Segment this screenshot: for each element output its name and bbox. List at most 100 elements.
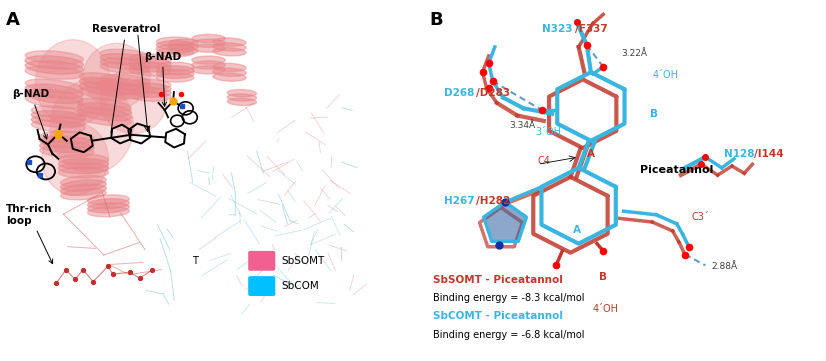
Ellipse shape [192, 44, 225, 52]
Ellipse shape [31, 110, 85, 123]
Ellipse shape [227, 94, 257, 101]
Text: B: B [430, 11, 443, 29]
Ellipse shape [192, 56, 225, 64]
Ellipse shape [169, 48, 198, 55]
Text: 3.22Å: 3.22Å [622, 49, 648, 58]
Ellipse shape [79, 77, 129, 91]
Ellipse shape [213, 68, 246, 76]
Ellipse shape [25, 51, 83, 64]
Ellipse shape [26, 79, 83, 93]
Ellipse shape [31, 120, 85, 132]
Text: Binding energy = -8.3 kcal/mol: Binding energy = -8.3 kcal/mol [434, 293, 585, 304]
Ellipse shape [100, 53, 150, 65]
Ellipse shape [88, 207, 130, 217]
Text: β-NAD: β-NAD [12, 90, 50, 139]
Ellipse shape [156, 44, 194, 53]
Text: SbSOMT - Piceatannol: SbSOMT - Piceatannol [434, 275, 563, 286]
Ellipse shape [213, 73, 246, 81]
Text: 4´OH: 4´OH [593, 304, 619, 314]
Ellipse shape [60, 188, 107, 200]
Ellipse shape [59, 167, 108, 178]
Text: β-NAD: β-NAD [144, 52, 181, 106]
Ellipse shape [156, 48, 194, 57]
Text: /I144: /I144 [754, 149, 784, 159]
Text: A: A [572, 225, 581, 235]
Text: /F337: /F337 [575, 25, 607, 35]
Ellipse shape [156, 73, 194, 82]
Text: SbCOMT - Piceatannol: SbCOMT - Piceatannol [434, 312, 563, 322]
Ellipse shape [169, 39, 198, 46]
Ellipse shape [26, 89, 83, 104]
Ellipse shape [59, 163, 108, 174]
Text: B: B [599, 272, 607, 282]
Ellipse shape [88, 199, 130, 209]
Ellipse shape [100, 87, 150, 99]
Ellipse shape [156, 69, 194, 78]
Ellipse shape [100, 58, 150, 69]
Text: D268: D268 [444, 88, 474, 98]
Text: SbSOMT: SbSOMT [282, 256, 325, 266]
Ellipse shape [213, 38, 246, 46]
Ellipse shape [50, 79, 134, 173]
Ellipse shape [130, 58, 171, 68]
Ellipse shape [156, 37, 194, 46]
Ellipse shape [78, 112, 131, 126]
Ellipse shape [100, 79, 150, 90]
Ellipse shape [60, 184, 107, 196]
Ellipse shape [78, 108, 131, 121]
Ellipse shape [156, 62, 194, 71]
FancyBboxPatch shape [248, 276, 275, 296]
Text: Binding energy = -6.8 kcal/mol: Binding energy = -6.8 kcal/mol [434, 330, 585, 340]
Ellipse shape [100, 83, 150, 95]
Ellipse shape [130, 87, 171, 97]
Ellipse shape [40, 131, 94, 143]
Text: 4´OH: 4´OH [653, 70, 678, 80]
Ellipse shape [213, 43, 246, 51]
Ellipse shape [79, 73, 129, 87]
Ellipse shape [31, 115, 85, 128]
Ellipse shape [79, 87, 129, 101]
Ellipse shape [40, 141, 94, 153]
Text: /D283: /D283 [477, 88, 510, 98]
Text: 3.34Å: 3.34Å [509, 121, 535, 130]
Ellipse shape [130, 83, 171, 93]
Ellipse shape [100, 69, 167, 134]
Ellipse shape [100, 49, 150, 61]
Text: 2.88Å: 2.88Å [711, 262, 738, 271]
Ellipse shape [100, 74, 150, 86]
Ellipse shape [130, 62, 171, 72]
Ellipse shape [59, 154, 108, 165]
Ellipse shape [227, 98, 257, 105]
Text: T: T [192, 256, 197, 266]
Ellipse shape [192, 66, 225, 74]
Ellipse shape [156, 66, 194, 75]
Ellipse shape [156, 40, 194, 49]
Ellipse shape [25, 66, 83, 79]
Ellipse shape [78, 98, 131, 112]
Ellipse shape [41, 123, 108, 195]
Ellipse shape [40, 145, 94, 157]
Ellipse shape [192, 34, 225, 43]
Ellipse shape [192, 39, 225, 47]
Ellipse shape [169, 43, 198, 51]
Text: N323: N323 [542, 25, 572, 35]
Text: SbCOM: SbCOM [282, 281, 320, 291]
Ellipse shape [213, 63, 246, 71]
Ellipse shape [130, 91, 171, 101]
Ellipse shape [31, 106, 85, 118]
Text: A: A [586, 149, 595, 159]
Text: B: B [650, 109, 658, 119]
Text: Thr-rich
loop: Thr-rich loop [7, 204, 53, 264]
Text: /H282: /H282 [477, 196, 510, 206]
Ellipse shape [60, 175, 107, 187]
Ellipse shape [83, 43, 150, 108]
Ellipse shape [227, 90, 257, 97]
Ellipse shape [130, 66, 171, 76]
Text: H267: H267 [444, 196, 474, 206]
Ellipse shape [100, 62, 150, 74]
Ellipse shape [59, 158, 108, 169]
Ellipse shape [60, 180, 107, 191]
Text: Resveratrol: Resveratrol [92, 25, 160, 132]
Text: Piceatannol: Piceatannol [640, 165, 714, 175]
Ellipse shape [192, 61, 225, 69]
